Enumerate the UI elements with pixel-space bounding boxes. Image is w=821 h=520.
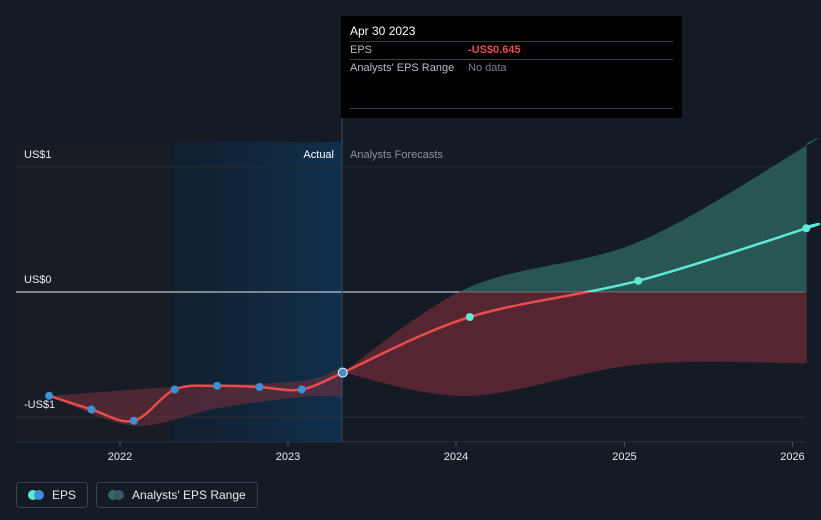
tooltip-date: Apr 30 2023	[350, 24, 416, 38]
chart-legend: EPS Analysts' EPS Range	[16, 482, 258, 508]
eps-actual-marker	[297, 385, 306, 394]
eps-forecast-line-negative	[342, 292, 595, 374]
eps-forecast-marker	[465, 313, 474, 321]
forecast-label: Analysts Forecasts	[350, 149, 443, 161]
y-tick-label: US$1	[24, 149, 52, 161]
eps-actual-marker	[87, 405, 96, 414]
tooltip-eps-label: EPS	[350, 44, 373, 56]
eps-forecast-marker	[802, 224, 811, 233]
past-range-area	[49, 365, 343, 426]
tooltip-divider	[350, 108, 673, 109]
x-tick-label: 2026	[780, 451, 804, 463]
range-swatch-icon	[108, 490, 126, 500]
x-tick-label: 2023	[276, 451, 300, 463]
x-axis-ticks: 2022 2023 2024 2025 2026	[108, 442, 805, 463]
eps-markers	[45, 224, 811, 425]
eps-actual-marker	[255, 383, 264, 391]
y-tick-label: US$0	[24, 274, 52, 286]
y-tick-label: -US$1	[24, 399, 55, 411]
eps-actual-marker	[213, 381, 222, 390]
tooltip-range-row: Analysts' EPS Range No data	[350, 59, 673, 77]
x-tick-label: 2025	[612, 451, 636, 463]
y-axis-ticks: US$1 US$0 -US$1	[24, 149, 55, 411]
eps-actual-marker	[170, 385, 179, 394]
eps-swatch-icon	[28, 490, 46, 500]
eps-highlight-marker	[337, 367, 348, 378]
eps-forecast-marker	[634, 276, 643, 285]
legend-range-button[interactable]: Analysts' EPS Range	[96, 482, 258, 508]
tooltip-eps-row: EPS -US$0.645	[350, 41, 673, 59]
hover-tooltip: Apr 30 2023 EPS -US$0.645 Analysts' EPS …	[341, 16, 682, 118]
tooltip-range-label: Analysts' EPS Range	[350, 62, 455, 74]
tooltip-range-value: No data	[468, 62, 507, 74]
x-tick-label: 2024	[444, 451, 468, 463]
legend-range-label: Analysts' EPS Range	[132, 488, 246, 502]
eps-actual-marker	[129, 416, 138, 425]
forecast-range-area-negative	[342, 292, 819, 396]
actual-label: Actual	[303, 149, 334, 161]
eps-actual-marker	[45, 391, 54, 400]
x-tick-label: 2022	[108, 451, 132, 463]
legend-eps-label: EPS	[52, 488, 77, 502]
tooltip-eps-value: -US$0.645	[468, 44, 521, 56]
legend-eps-button[interactable]: EPS	[16, 482, 89, 508]
